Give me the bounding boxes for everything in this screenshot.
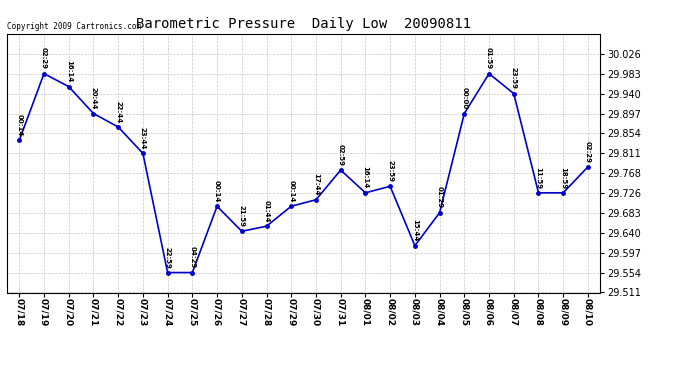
Text: 04:29: 04:29: [189, 246, 195, 268]
Text: 11:59: 11:59: [535, 166, 542, 189]
Text: 00:14: 00:14: [214, 180, 220, 202]
Text: 00:00: 00:00: [462, 87, 467, 109]
Text: 02:59: 02:59: [337, 144, 344, 166]
Text: 23:59: 23:59: [511, 68, 517, 89]
Text: 16:14: 16:14: [66, 60, 72, 82]
Text: 00:14: 00:14: [288, 180, 294, 202]
Text: 01:29: 01:29: [437, 186, 442, 209]
Title: Barometric Pressure  Daily Low  20090811: Barometric Pressure Daily Low 20090811: [136, 17, 471, 31]
Text: 15:44: 15:44: [412, 219, 418, 242]
Text: 17:44: 17:44: [313, 173, 319, 196]
Text: 02:29: 02:29: [41, 48, 47, 69]
Text: 01:44: 01:44: [264, 200, 270, 222]
Text: 18:59: 18:59: [560, 166, 566, 189]
Text: 01:59: 01:59: [486, 47, 492, 69]
Text: 20:44: 20:44: [90, 87, 97, 109]
Text: 22:59: 22:59: [165, 246, 170, 268]
Text: 23:44: 23:44: [140, 127, 146, 149]
Text: 16:14: 16:14: [362, 166, 368, 189]
Text: 22:44: 22:44: [115, 100, 121, 123]
Text: 23:59: 23:59: [387, 160, 393, 182]
Text: 21:59: 21:59: [239, 205, 245, 227]
Text: 02:29: 02:29: [585, 141, 591, 163]
Text: Copyright 2009 Cartronics.com: Copyright 2009 Cartronics.com: [7, 22, 141, 31]
Text: 00:14: 00:14: [17, 114, 22, 136]
